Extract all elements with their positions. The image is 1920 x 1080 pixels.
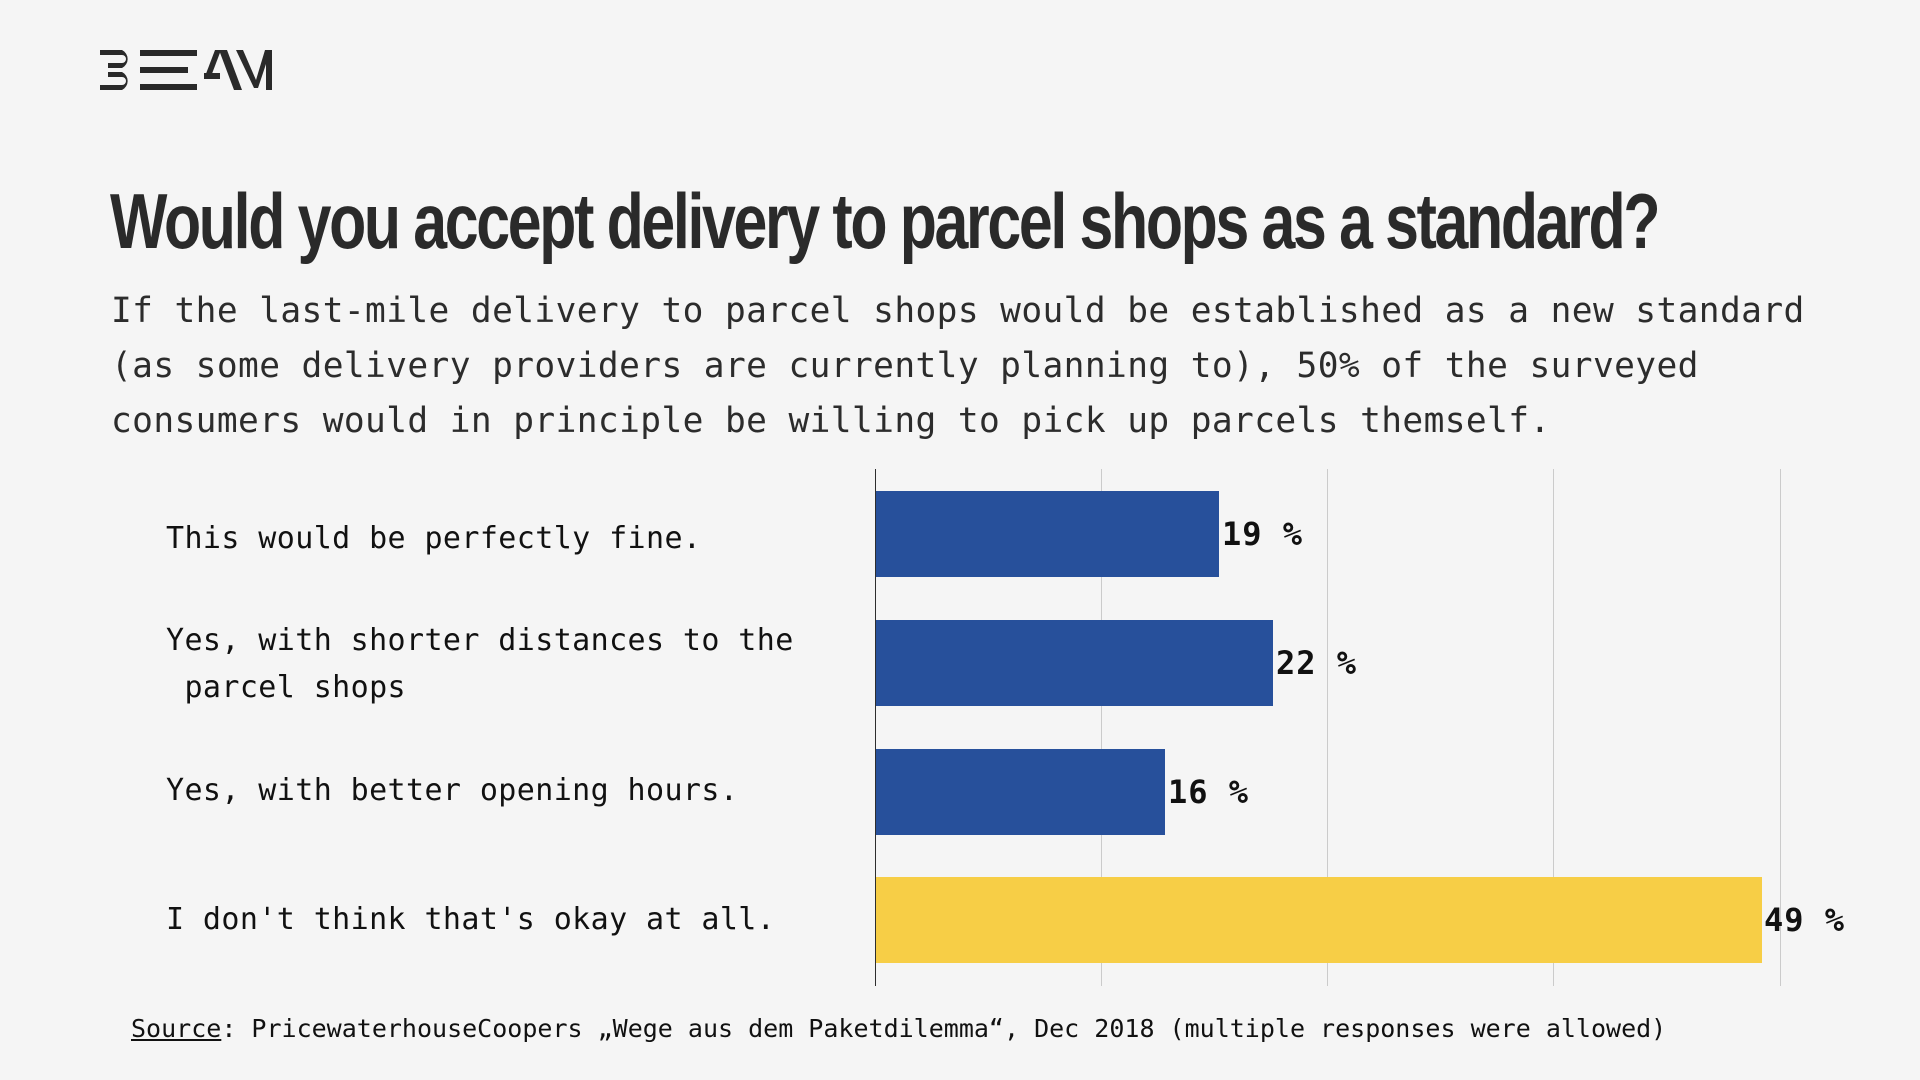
category-label: This would be perfectly fine.	[166, 521, 702, 556]
value-label: 49 %	[1764, 901, 1846, 939]
gridline	[1553, 469, 1554, 986]
value-label: 19 %	[1222, 515, 1304, 553]
category-label: Yes, with shorter distances to the parce…	[166, 623, 794, 705]
source-link[interactable]: Source	[131, 1014, 222, 1043]
source-text: : PricewaterhouseCoopers „Wege aus dem P…	[221, 1014, 1667, 1043]
value-label: 16 %	[1168, 773, 1250, 811]
gridline	[1327, 469, 1328, 986]
category-label: Yes, with better opening hours.	[166, 773, 739, 808]
value-label: 22 %	[1276, 644, 1358, 682]
gridline	[1101, 469, 1102, 986]
bar	[876, 491, 1219, 577]
bar-highlight	[876, 877, 1762, 963]
chart-subtitle: If the last-mile delivery to parcel shop…	[111, 291, 1805, 441]
bar	[876, 749, 1165, 835]
chart-title: Would you accept delivery to parcel shop…	[110, 177, 1661, 265]
bar	[876, 620, 1273, 706]
beam-logo	[100, 50, 272, 90]
source-note: Source: PricewaterhouseCoopers „Wege aus…	[131, 1012, 1666, 1046]
category-label: I don't think that's okay at all.	[166, 902, 776, 937]
y-axis-line	[875, 469, 876, 986]
gridline	[1780, 469, 1781, 986]
